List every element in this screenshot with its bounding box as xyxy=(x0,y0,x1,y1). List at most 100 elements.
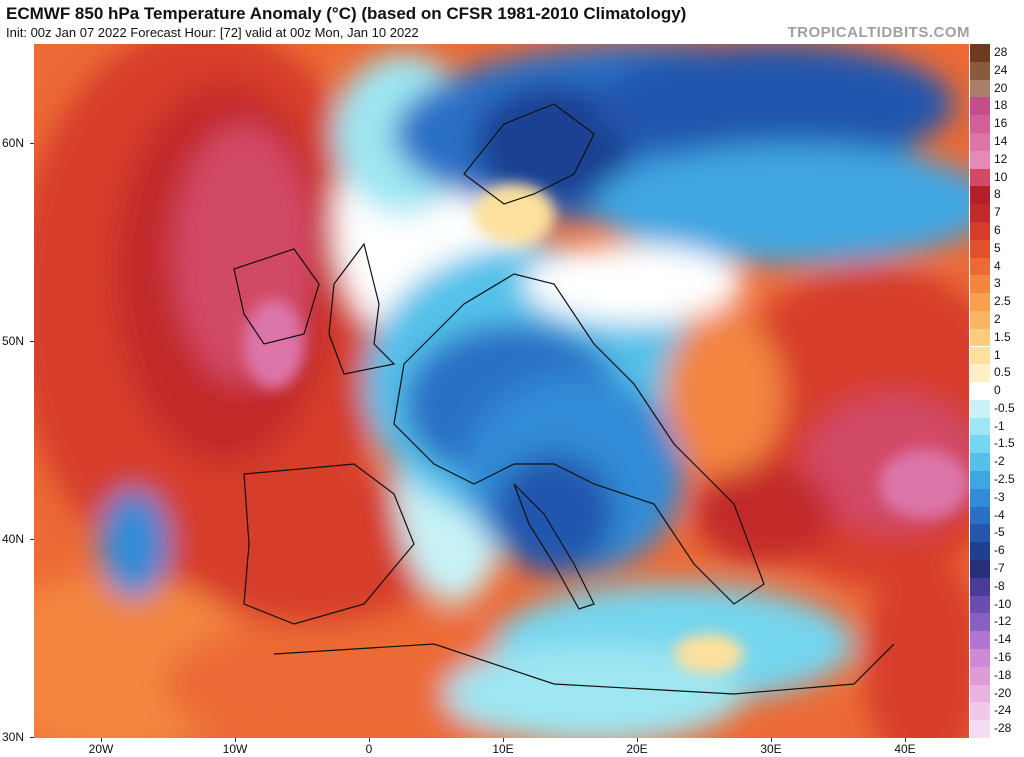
colorbar-label: -2.5 xyxy=(994,472,1015,487)
colorbar: 28 24 20 18 16 14 12 10 8 7 6 5 4 3 2.5 2 1.5 1 0.5 0 -0.5 -1… xyxy=(970,44,1024,738)
colorbar-swatch xyxy=(970,61,990,80)
lat-tick xyxy=(30,737,34,738)
colorbar-label: -0.5 xyxy=(994,400,1015,415)
colorbar-entry: 24 xyxy=(970,61,1024,80)
colorbar-label: -8 xyxy=(994,578,1005,593)
colorbar-swatch xyxy=(970,577,990,596)
colorbar-entry: 3 xyxy=(970,275,1024,294)
lat-label-30n: 30N xyxy=(2,730,25,744)
colorbar-entry: 0 xyxy=(970,382,1024,400)
colorbar-swatch xyxy=(970,293,990,311)
lon-label-20e: 20E xyxy=(626,742,648,756)
colorbar-entry: 1.5 xyxy=(970,328,1024,347)
colorbar-entry: 12 xyxy=(970,150,1024,169)
lon-tick xyxy=(101,738,102,742)
colorbar-entry: -8 xyxy=(970,577,1024,596)
colorbar-entry: -14 xyxy=(970,631,1024,649)
colorbar-label: 7 xyxy=(994,205,1001,220)
colorbar-entry: -3 xyxy=(970,488,1024,507)
colorbar-label: -12 xyxy=(994,614,1012,629)
lat-label-40n: 40N xyxy=(2,532,25,546)
colorbar-label: -7 xyxy=(994,561,1005,576)
colorbar-entry: -16 xyxy=(970,649,1024,667)
anomaly-map[interactable] xyxy=(34,44,969,738)
colorbar-swatch xyxy=(970,275,990,294)
colorbar-swatch xyxy=(970,684,990,703)
colorbar-label: 2 xyxy=(994,311,1001,326)
colorbar-swatch xyxy=(970,257,990,276)
colorbar-swatch xyxy=(970,649,990,667)
colorbar-entry: -1 xyxy=(970,417,1024,436)
lon-tick xyxy=(905,738,906,742)
colorbar-swatch xyxy=(970,346,990,365)
colorbar-swatch xyxy=(970,417,990,436)
colorbar-label: -1 xyxy=(994,418,1005,433)
colorbar-entry: -2.5 xyxy=(970,471,1024,489)
colorbar-swatch xyxy=(970,702,990,721)
colorbar-label: -6 xyxy=(994,543,1005,558)
colorbar-swatch xyxy=(970,186,990,205)
lon-label-0: 0 xyxy=(365,742,373,756)
map-title: ECMWF 850 hPa Temperature Anomaly (°C) (… xyxy=(6,4,687,23)
lon-label-20w: 20W xyxy=(88,742,114,756)
colorbar-label: -20 xyxy=(994,685,1012,700)
colorbar-entry: 5 xyxy=(970,239,1024,258)
brand-watermark[interactable]: TROPICALTIDBITS.COM xyxy=(787,24,970,41)
colorbar-swatch xyxy=(970,221,990,240)
colorbar-swatch xyxy=(970,542,990,561)
colorbar-label: 10 xyxy=(994,169,1008,184)
coastlines xyxy=(233,103,895,695)
lat-label-60n: 60N xyxy=(2,136,25,150)
colorbar-swatch xyxy=(970,79,990,98)
colorbar-entry: 16 xyxy=(970,115,1024,133)
colorbar-entry: -5 xyxy=(970,524,1024,543)
colorbar-label: 12 xyxy=(994,151,1008,166)
colorbar-entry: -12 xyxy=(970,613,1024,632)
colorbar-swatch xyxy=(970,399,990,418)
colorbar-label: 3 xyxy=(994,276,1001,291)
anomaly-field xyxy=(34,44,969,738)
colorbar-label: -10 xyxy=(994,596,1012,611)
colorbar-swatch xyxy=(970,132,990,151)
colorbar-label: 0 xyxy=(994,383,1001,398)
colorbar-label: 20 xyxy=(994,80,1008,95)
map-subtitle: Init: 00z Jan 07 2022 Forecast Hour: [72… xyxy=(6,25,419,40)
colorbar-label: 4 xyxy=(994,258,1001,273)
lat-tick xyxy=(30,143,34,144)
colorbar-entry: -6 xyxy=(970,542,1024,561)
colorbar-entry: 20 xyxy=(970,79,1024,98)
colorbar-swatch xyxy=(970,631,990,649)
colorbar-label: -4 xyxy=(994,507,1005,522)
colorbar-label: 1 xyxy=(994,347,1001,362)
colorbar-entry: 28 xyxy=(970,44,1024,62)
colorbar-swatch xyxy=(970,666,990,685)
lat-tick xyxy=(30,539,34,540)
colorbar-entry: 0.5 xyxy=(970,364,1024,383)
colorbar-entry: 4 xyxy=(970,257,1024,276)
colorbar-swatch xyxy=(970,97,990,116)
colorbar-entry: -20 xyxy=(970,684,1024,703)
colorbar-swatch xyxy=(970,204,990,222)
colorbar-swatch xyxy=(970,453,990,472)
colorbar-entry: -28 xyxy=(970,720,1024,738)
colorbar-label: -1.5 xyxy=(994,436,1015,451)
colorbar-entry: -24 xyxy=(970,702,1024,721)
colorbar-swatch xyxy=(970,239,990,258)
lat-tick xyxy=(30,341,34,342)
colorbar-swatch xyxy=(970,524,990,543)
colorbar-entry: 8 xyxy=(970,186,1024,205)
colorbar-entry: 10 xyxy=(970,168,1024,187)
colorbar-swatch xyxy=(970,613,990,632)
colorbar-label: 2.5 xyxy=(994,294,1011,309)
colorbar-swatch xyxy=(970,310,990,329)
colorbar-swatch xyxy=(970,115,990,133)
colorbar-entry: -2 xyxy=(970,453,1024,472)
lon-tick xyxy=(503,738,504,742)
colorbar-label: 14 xyxy=(994,133,1008,148)
colorbar-label: 8 xyxy=(994,187,1001,202)
colorbar-entry: -1.5 xyxy=(970,435,1024,454)
colorbar-swatch xyxy=(970,560,990,578)
colorbar-swatch xyxy=(970,150,990,169)
colorbar-entry: -0.5 xyxy=(970,399,1024,418)
colorbar-label: -18 xyxy=(994,667,1012,682)
